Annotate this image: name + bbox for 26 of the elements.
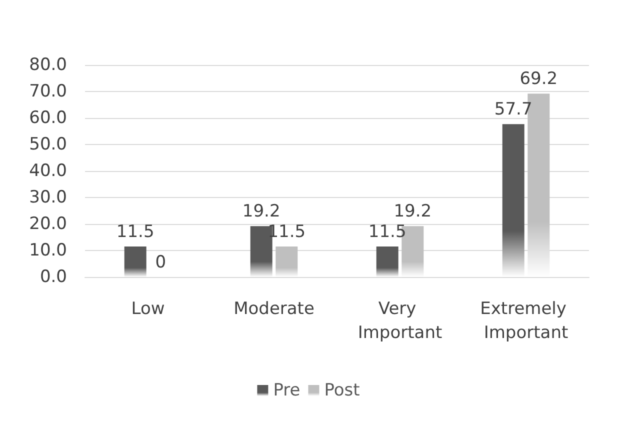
x-tick-label: Moderate [234, 299, 314, 319]
legend-label: Post [324, 380, 360, 400]
y-tick-label: 0.0 [40, 267, 67, 287]
bar [124, 246, 146, 277]
data-label: 19.2 [394, 202, 432, 222]
x-tick-label: Extremely Important [480, 299, 572, 343]
data-label: 57.7 [494, 100, 532, 120]
x-tick-label: Very Important [358, 299, 442, 343]
y-tick-label: 50.0 [29, 134, 67, 154]
y-tick-label: 80.0 [29, 55, 67, 75]
y-tick-label: 40.0 [29, 161, 67, 181]
data-label: 11.5 [116, 222, 154, 242]
bar [502, 124, 524, 277]
y-tick-label: 60.0 [29, 108, 67, 128]
data-label: 0 [155, 252, 166, 272]
data-label: 11.5 [368, 222, 406, 242]
y-tick-label: 20.0 [29, 214, 67, 234]
legend-label: Pre [273, 380, 300, 400]
data-label: 19.2 [242, 202, 280, 222]
y-tick-label: 30.0 [29, 188, 67, 208]
y-tick-label: 10.0 [29, 240, 67, 260]
bar [276, 246, 298, 277]
bar [376, 246, 398, 277]
y-tick-label: 70.0 [29, 82, 67, 102]
data-label: 69.2 [520, 69, 558, 90]
x-tick-label: Low [131, 299, 165, 319]
